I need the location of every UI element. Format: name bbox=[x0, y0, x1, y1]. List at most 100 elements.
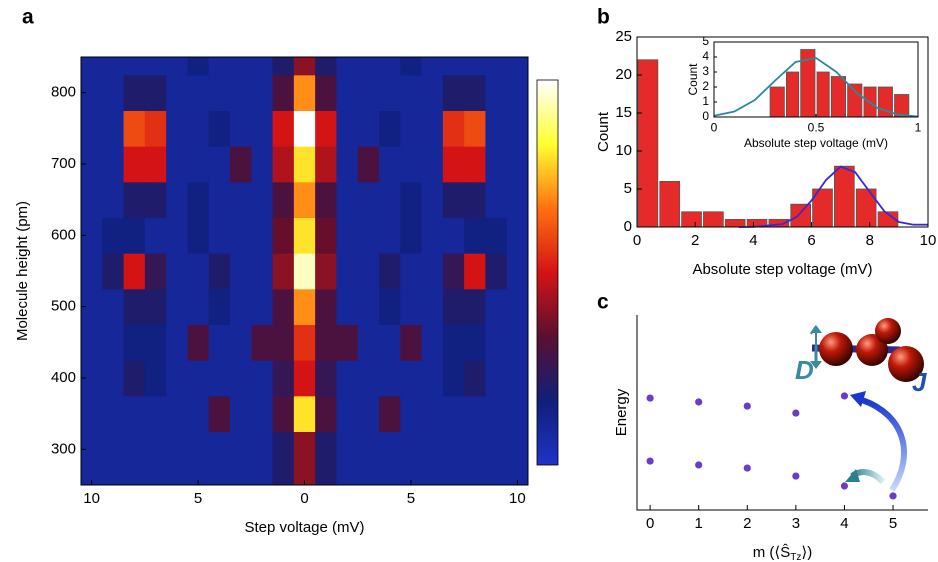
contour-cell bbox=[506, 360, 529, 397]
contour-cell bbox=[293, 110, 316, 147]
contour-cell bbox=[187, 110, 210, 147]
contour-cell bbox=[357, 217, 380, 254]
contour-cell bbox=[81, 110, 103, 147]
contour-cell bbox=[464, 217, 486, 254]
y-tick-label: 2 bbox=[702, 79, 709, 93]
contour-cell bbox=[400, 57, 423, 76]
contour-cell bbox=[208, 110, 231, 147]
contour-cell bbox=[102, 253, 125, 290]
contour-cell bbox=[506, 110, 529, 147]
contour-cell bbox=[187, 360, 210, 397]
histogram-bar bbox=[786, 71, 800, 118]
contour-cell bbox=[230, 146, 252, 183]
contour-cell bbox=[123, 431, 146, 486]
contour-cell bbox=[230, 110, 252, 147]
contour-cell bbox=[272, 253, 295, 290]
x-axis-label: Absolute step voltage (mV) bbox=[744, 136, 888, 150]
contour-cell bbox=[208, 74, 231, 111]
contour-cell bbox=[464, 360, 486, 397]
histogram-bar bbox=[855, 188, 877, 228]
scatter-point bbox=[743, 402, 751, 410]
y-tick-label: 600 bbox=[51, 226, 76, 243]
scatter-point bbox=[695, 461, 703, 469]
histogram-bar bbox=[790, 203, 812, 228]
contour-cell bbox=[81, 395, 103, 432]
contour-cell bbox=[506, 181, 529, 218]
contour-cell bbox=[166, 181, 188, 218]
contour-cell bbox=[421, 431, 444, 486]
contour-cell bbox=[166, 146, 188, 183]
contour-cell bbox=[464, 324, 486, 361]
contour-cell bbox=[102, 324, 125, 361]
contour-cell bbox=[251, 431, 274, 486]
contour-cell bbox=[421, 110, 444, 147]
contour-cell bbox=[144, 146, 167, 183]
x-tick-label: 1 bbox=[915, 121, 922, 135]
contour-cell bbox=[442, 110, 465, 147]
panel-letter: c bbox=[597, 291, 609, 314]
contour-cell bbox=[357, 360, 380, 397]
y-tick-label: 25 bbox=[615, 28, 632, 45]
contour-cell bbox=[251, 57, 274, 76]
histogram-bar bbox=[659, 180, 681, 228]
contour-cell bbox=[315, 217, 337, 254]
contour-cell bbox=[442, 360, 465, 397]
contour-cell bbox=[379, 74, 401, 111]
annotation: D bbox=[795, 355, 814, 385]
fit-curve bbox=[738, 165, 928, 228]
x-tick-label: 4 bbox=[749, 232, 757, 249]
contour-cell bbox=[336, 74, 359, 111]
contour-cell bbox=[485, 431, 508, 486]
histogram-bar bbox=[847, 83, 863, 118]
x-tick-label: 0 bbox=[646, 515, 654, 532]
contour-cell bbox=[464, 110, 486, 147]
contour-cell bbox=[272, 324, 295, 361]
contour-cell bbox=[81, 360, 103, 397]
x-axis-label-part: m (⟨Ŝ bbox=[753, 544, 791, 561]
contour-cell bbox=[187, 146, 210, 183]
contour-cell bbox=[485, 360, 508, 397]
contour-cell bbox=[144, 57, 167, 76]
contour-cell bbox=[251, 146, 274, 183]
contour-cell bbox=[144, 253, 167, 290]
contour-cell bbox=[315, 253, 337, 290]
x-tick-label: 8 bbox=[866, 232, 874, 249]
histogram-bar bbox=[637, 59, 659, 228]
contour-cell bbox=[187, 253, 210, 290]
contour-cell bbox=[272, 57, 295, 76]
x-tick-label: 1 bbox=[695, 515, 703, 532]
contour-cell bbox=[336, 217, 359, 254]
contour-cell bbox=[123, 217, 146, 254]
contour-cell bbox=[400, 110, 423, 147]
contour-cell bbox=[208, 360, 231, 397]
contour-cell bbox=[400, 74, 423, 111]
contour-cell bbox=[251, 74, 274, 111]
contour-cell bbox=[357, 431, 380, 486]
contour-cell bbox=[400, 395, 423, 432]
contour-cell bbox=[421, 217, 444, 254]
y-tick-label: 1 bbox=[702, 94, 709, 108]
contour-cell bbox=[81, 253, 103, 290]
contour-cell bbox=[464, 57, 486, 76]
contour-cell bbox=[421, 57, 444, 76]
contour-cell bbox=[102, 74, 125, 111]
x-axis-label: Step voltage (mV) bbox=[244, 519, 364, 536]
contour-cell bbox=[400, 288, 423, 325]
contour-cell bbox=[102, 431, 125, 486]
contour-cell bbox=[102, 146, 125, 183]
histogram-bar bbox=[703, 211, 724, 228]
contour-cell bbox=[442, 324, 465, 361]
contour-cell bbox=[166, 110, 188, 147]
y-axis-label: Energy bbox=[613, 388, 630, 436]
contour-cell bbox=[442, 395, 465, 432]
y-axis-label: Molecule height (pm) bbox=[14, 201, 31, 341]
contour-cell bbox=[464, 431, 486, 486]
contour-cell bbox=[293, 181, 316, 218]
histogram-bar bbox=[724, 218, 746, 228]
contour-cell bbox=[102, 57, 125, 76]
y-tick-label: 15 bbox=[615, 104, 632, 121]
x-tick-label: 5 bbox=[407, 490, 415, 507]
contour-cell bbox=[272, 431, 295, 486]
panel-letter: a bbox=[22, 6, 34, 29]
